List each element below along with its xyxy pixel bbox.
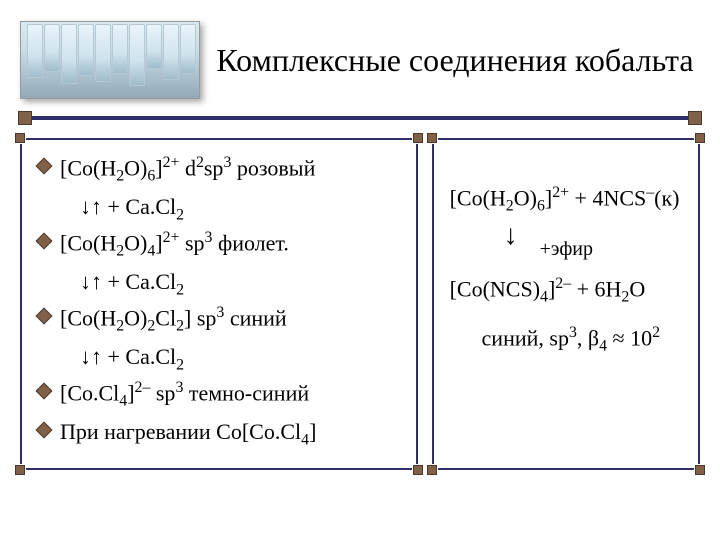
formula-4: [Co.Cl4]2– sp3 темно-синий <box>60 377 309 414</box>
bullet-icon <box>36 421 53 438</box>
formula-1: [Co(H2O)6]2+ d2sp3 розовый <box>60 152 315 189</box>
left-panel: [Co(H2O)6]2+ d2sp3 розовый ↓↑ + Ca.Cl2 [… <box>20 138 418 470</box>
item-5: При нагревании Co[Co.Cl4] <box>38 416 410 452</box>
item-3: [Co(H2O)2Cl2] sp3 синий <box>38 302 410 339</box>
bullet-icon <box>36 308 53 325</box>
ether-label: +эфир <box>540 233 593 265</box>
bullet-icon <box>36 233 53 250</box>
slide-title: Комплексные соединения кобальта <box>200 42 700 79</box>
right-panel: [Co(H2O)6]2+ + 4NCS–(к) ↓ +эфир [Co(NCS)… <box>432 138 700 470</box>
formula-3: [Co(H2O)2Cl2] sp3 синий <box>60 302 287 339</box>
reaction-line-2: [Co(NCS)4]2– + 6H2O <box>450 271 692 310</box>
cobalt-strips-photo <box>20 21 200 99</box>
item-1: [Co(H2O)6]2+ d2sp3 розовый <box>38 152 410 189</box>
title-rule <box>0 116 720 120</box>
reaction-line-1: [Co(H2O)6]2+ + 4NCS–(к) <box>450 180 692 219</box>
formula-5: При нагревании Co[Co.Cl4] <box>60 416 316 452</box>
down-arrow-icon: ↓ <box>504 225 518 247</box>
reaction-info: синий, sp3, β4 ≈ 102 <box>450 320 692 359</box>
react-3: ↓↑ + Ca.Cl2 <box>38 341 410 377</box>
react-1: ↓↑ + Ca.Cl2 <box>38 191 410 227</box>
item-4: [Co.Cl4]2– sp3 темно-синий <box>38 377 410 414</box>
formula-2: [Co(H2O)4]2+ sp3 фиолет. <box>60 227 289 264</box>
bullet-icon <box>36 158 53 175</box>
bullet-icon <box>36 383 53 400</box>
react-2: ↓↑ + Ca.Cl2 <box>38 266 410 302</box>
item-2: [Co(H2O)4]2+ sp3 фиолет. <box>38 227 410 264</box>
